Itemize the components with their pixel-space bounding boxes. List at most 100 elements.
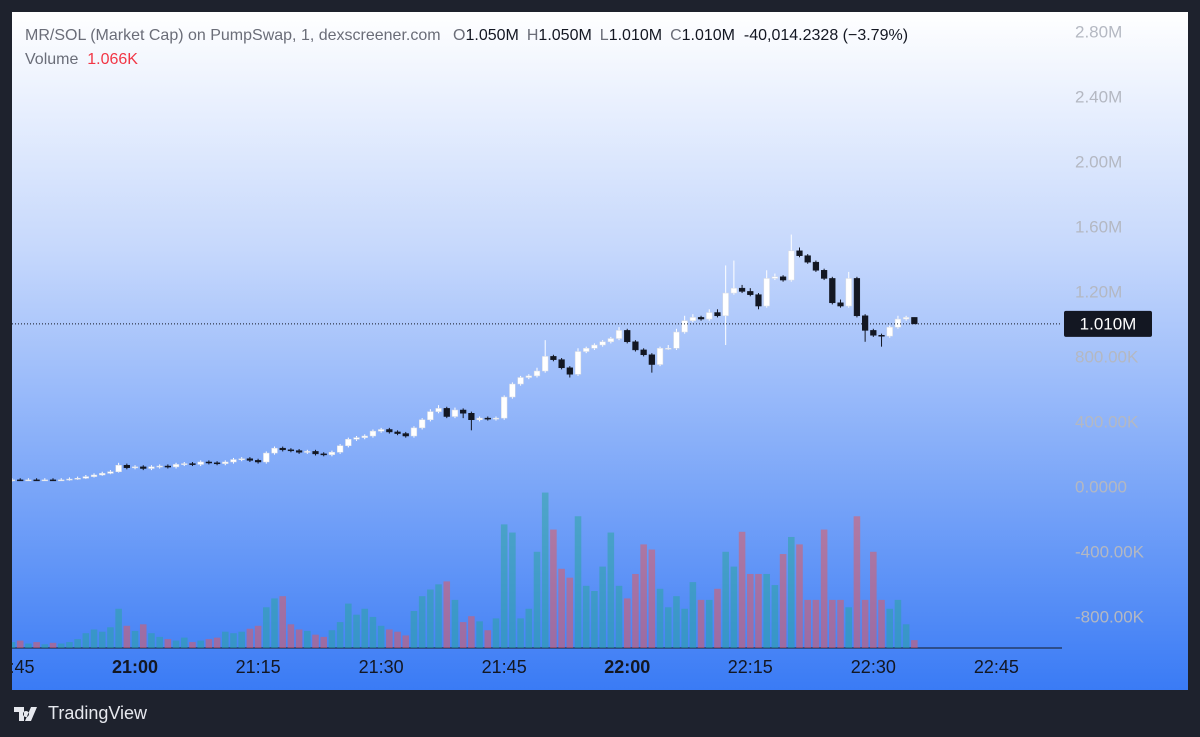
ohlc-key: H [526, 27, 539, 44]
candle-body [131, 466, 139, 469]
volume-bar [550, 529, 557, 648]
volume-bar [131, 630, 139, 648]
volume-bar [25, 643, 32, 648]
candle-body [837, 302, 844, 307]
volume-bar [49, 642, 57, 648]
candle-body [517, 377, 524, 385]
candle-body [172, 464, 180, 468]
ohlc-key: L [599, 27, 609, 44]
candle-body [665, 348, 672, 350]
volume-bar [156, 636, 163, 648]
candle-body [484, 417, 491, 420]
candle-body [509, 383, 516, 398]
volume-bar [820, 529, 828, 648]
volume-bar [476, 621, 483, 648]
candle-body [361, 435, 368, 438]
candle-body [501, 396, 508, 419]
candle-body [525, 375, 532, 378]
candle-body [820, 270, 828, 279]
volume-bar [861, 599, 869, 648]
candle-body [689, 317, 696, 321]
candle-body [903, 317, 910, 320]
volume-bar [189, 642, 196, 648]
candle-body [279, 447, 286, 451]
candle-body [648, 354, 655, 365]
volume-bar [12, 642, 16, 648]
candle-body [304, 451, 311, 453]
candle-body [263, 452, 270, 463]
candle-body [90, 474, 98, 477]
brand-logo [14, 706, 37, 721]
volume-bar [353, 614, 360, 648]
candle-body [451, 409, 459, 417]
volume-pane [12, 492, 918, 648]
volume-bar [788, 536, 795, 648]
candle-body [697, 317, 705, 320]
candle-body [402, 433, 409, 437]
ohlc-key: O [453, 27, 466, 44]
volume-bar [730, 566, 738, 648]
candle-body [427, 411, 434, 421]
volume-bar [164, 639, 172, 648]
volume-bar [271, 598, 278, 648]
candle-body [492, 417, 500, 420]
candle-body [164, 465, 171, 468]
last-price-box [1064, 310, 1152, 337]
volume-bar [287, 624, 295, 648]
x-tick-label: 21:15 [236, 657, 281, 677]
volume-bar [558, 568, 565, 648]
volume-bar [394, 631, 401, 648]
volume-bar [304, 630, 311, 648]
volume-bar [484, 630, 492, 648]
volume-bar [148, 633, 155, 648]
volume-bar [533, 551, 541, 648]
volume-bar [402, 635, 410, 648]
y-tick-label: 400.00K [1075, 412, 1139, 431]
volume-bar [336, 622, 344, 648]
volume-bar [172, 640, 180, 648]
volume-bar [870, 551, 877, 648]
volume-bar [386, 629, 393, 648]
x-tick-label: 22:45 [974, 657, 1019, 677]
volume-bar [894, 599, 902, 648]
legend-row: MR/SOL (Market Cap) on PumpSwap, 1, dexs… [25, 24, 908, 48]
candle-body [394, 431, 401, 434]
volume-bar [664, 607, 672, 648]
volume-bar [33, 642, 40, 648]
y-tick-label: 2.00M [1075, 153, 1122, 172]
volume-value: 1.066K [87, 51, 138, 68]
volume-bar [246, 628, 254, 648]
volume-bar [582, 585, 590, 648]
candle-body [870, 330, 877, 336]
candle-body [779, 276, 787, 281]
volume-bar [837, 599, 844, 648]
candle-body [656, 348, 664, 365]
volume-bar [632, 573, 639, 648]
candle-body [189, 463, 196, 465]
volume-bar [829, 599, 836, 648]
candle-body [82, 476, 89, 479]
price-pane [12, 234, 1062, 482]
volume-bar [328, 630, 336, 648]
candle-body [246, 458, 254, 461]
volume-bar [213, 637, 221, 648]
volume-bar [139, 624, 147, 648]
volume-bar [230, 633, 237, 648]
y-tick-label: 1.60M [1075, 218, 1122, 237]
volume-row: Volume 1.066K [25, 48, 908, 72]
volume-bar [738, 531, 746, 648]
candle-body [156, 465, 163, 468]
x-tick-label: 21:00 [112, 657, 158, 677]
candle-body [222, 461, 229, 464]
candle-body [862, 315, 869, 331]
volume-key: Volume [25, 51, 79, 68]
volume-bar [574, 516, 582, 648]
candle-body [460, 409, 467, 414]
volume-bar [123, 625, 131, 648]
candle-body [632, 341, 639, 351]
candle-body [181, 463, 188, 465]
volume-bar [468, 616, 475, 648]
volume-bar [517, 618, 524, 648]
candle-body [99, 473, 106, 476]
volume-bar [804, 599, 811, 648]
